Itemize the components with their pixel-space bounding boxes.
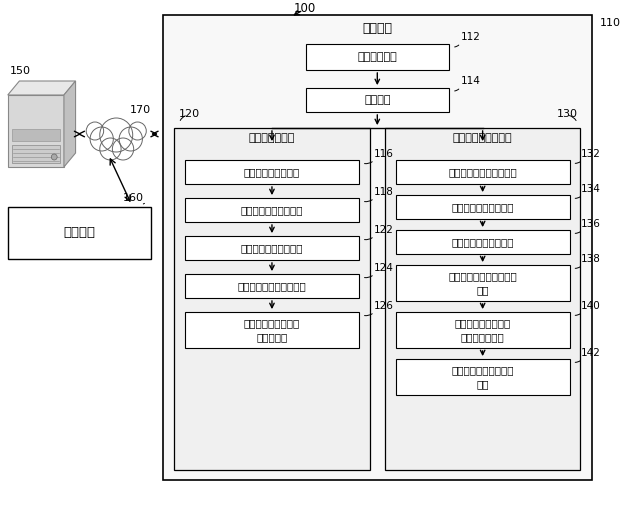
Text: 124: 124 (373, 263, 393, 273)
Bar (185, 160, 359, 184)
Circle shape (100, 118, 133, 152)
Text: 质控序列基因组甲基: 质控序列基因组甲基 (455, 318, 510, 328)
Circle shape (52, 154, 57, 160)
Text: 单元: 单元 (476, 285, 489, 295)
Polygon shape (7, 81, 76, 95)
Text: 100: 100 (294, 3, 316, 15)
Text: 112: 112 (461, 32, 481, 42)
Text: 114: 114 (461, 76, 481, 86)
Text: 参考基因组单元: 参考基因组单元 (249, 133, 295, 143)
Text: 132: 132 (581, 149, 601, 159)
Bar (185, 198, 359, 222)
Text: 平计算单元: 平计算单元 (256, 332, 288, 342)
Circle shape (119, 127, 142, 151)
Bar (185, 312, 359, 348)
Text: 170: 170 (130, 105, 151, 115)
Text: 116: 116 (373, 149, 393, 159)
Text: 参考基因组比对单元: 参考基因组比对单元 (244, 167, 300, 177)
Text: 130: 130 (556, 109, 578, 119)
Text: 第三提取信息生成单元: 第三提取信息生成单元 (451, 202, 514, 212)
Text: 参考基因组碹基统计单元: 参考基因组碹基统计单元 (238, 281, 306, 291)
Text: 140: 140 (581, 301, 601, 311)
Text: 化水平计算单元: 化水平计算单元 (461, 332, 504, 342)
Text: 测序单元: 测序单元 (63, 227, 96, 239)
Bar (12, 145, 60, 163)
Bar (185, 236, 359, 260)
Bar (185, 274, 359, 298)
Text: 150: 150 (10, 66, 30, 76)
Bar (396, 160, 569, 184)
Text: 转化效率和错误率确定: 转化效率和错误率确定 (451, 365, 514, 375)
Text: 质控序列基因组比对单元: 质控序列基因组比对单元 (448, 167, 517, 177)
Bar (396, 359, 569, 395)
Text: 118: 118 (373, 187, 393, 197)
Text: 数据接收单元: 数据接收单元 (358, 52, 397, 62)
Circle shape (100, 138, 121, 160)
Bar (396, 312, 569, 348)
Text: 过滤单元: 过滤单元 (364, 95, 391, 105)
Text: 质控序列基因组单元: 质控序列基因组单元 (453, 133, 512, 143)
Text: 单元: 单元 (476, 379, 489, 389)
Bar (163, 15, 592, 480)
Text: 142: 142 (581, 348, 601, 358)
Circle shape (112, 138, 134, 160)
Bar (396, 265, 569, 301)
Text: 第二提取信息生成单元: 第二提取信息生成单元 (241, 243, 303, 253)
Bar (385, 128, 580, 470)
Bar (175, 128, 369, 470)
Text: 110: 110 (600, 18, 620, 28)
Bar (7, 95, 64, 167)
Text: 计算设备: 计算设备 (362, 23, 392, 35)
Polygon shape (64, 81, 76, 167)
Text: 160: 160 (122, 193, 143, 203)
Text: 126: 126 (373, 301, 393, 311)
Text: 第一提取信息生成单元: 第一提取信息生成单元 (241, 205, 303, 215)
Text: 138: 138 (581, 254, 601, 264)
Text: 136: 136 (581, 219, 601, 229)
Text: 参考基因组甲基化水: 参考基因组甲基化水 (244, 318, 300, 328)
Circle shape (86, 122, 104, 140)
Bar (396, 230, 569, 254)
Circle shape (90, 127, 114, 151)
Bar (306, 88, 449, 112)
Bar (7, 207, 151, 259)
Circle shape (129, 122, 147, 140)
Text: 134: 134 (581, 184, 601, 194)
Bar (12, 129, 60, 141)
Text: 质控序列基因组碹基统计: 质控序列基因组碹基统计 (448, 271, 517, 281)
Bar (306, 44, 449, 70)
Bar (396, 195, 569, 219)
Text: 122: 122 (373, 225, 393, 235)
Text: 120: 120 (179, 109, 201, 119)
Text: 第四提取信息生成单元: 第四提取信息生成单元 (451, 237, 514, 247)
